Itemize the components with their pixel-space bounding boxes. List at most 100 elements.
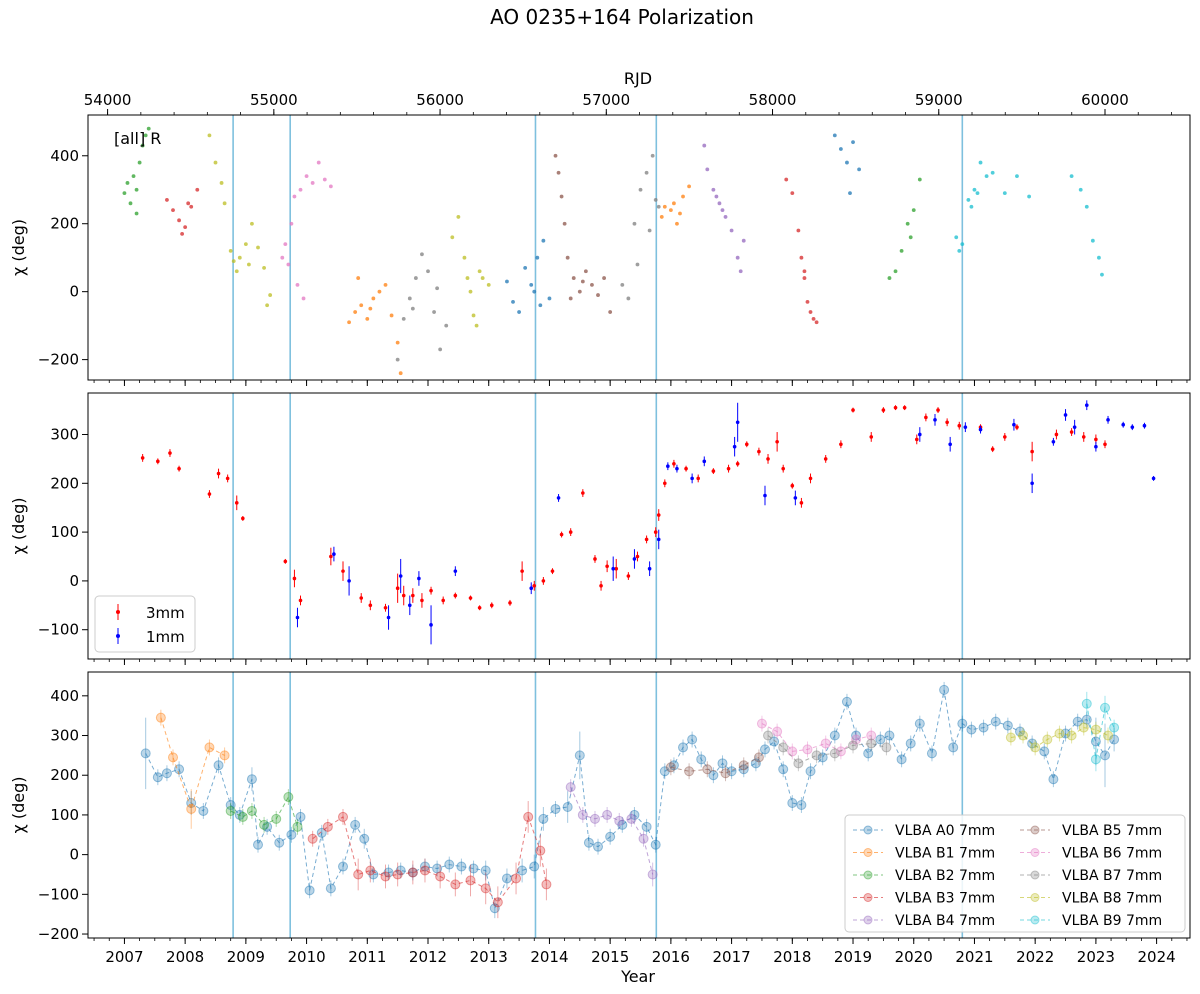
1mm-point — [1063, 413, 1068, 417]
r-band-point — [186, 201, 191, 206]
VLBA A0 7mm-point — [805, 766, 816, 777]
3mm-point — [696, 476, 700, 481]
VLBA A0 7mm-point — [914, 718, 925, 729]
3mm-point — [395, 586, 400, 591]
r-band-point — [556, 170, 561, 175]
panels-group: −200 0 200 400 χ (deg) [all] R −100 0 100 200 300 χ… — [9, 91, 1191, 966]
y-tick-label: 0 — [69, 846, 79, 864]
VLBA A0 7mm-point — [161, 768, 172, 779]
3mm-point — [790, 483, 795, 488]
3mm-point — [568, 530, 573, 534]
VLBA B1 7mm-point — [155, 712, 166, 723]
VLBA A0 7mm-point — [1048, 774, 1059, 785]
x-axis-label: Year — [620, 967, 655, 986]
rjd-tick-label: 60000 — [1081, 91, 1129, 109]
r-band-point — [283, 242, 288, 247]
r-band-point — [681, 194, 685, 199]
VLBA B3 7mm-point — [338, 811, 349, 822]
3mm-point — [945, 420, 949, 425]
r-band-point — [292, 194, 297, 199]
VLBA A0 7mm-point — [407, 867, 418, 878]
VLBA A0 7mm-point — [246, 774, 257, 785]
VLBA B4 7mm-point — [565, 782, 576, 793]
VLBA A0 7mm-point — [1099, 750, 1110, 761]
r-band-point — [480, 276, 485, 280]
x-tick-label: 2019 — [834, 948, 872, 966]
r-band-point — [632, 221, 637, 226]
r-band-point — [322, 177, 327, 182]
x-tick-label: 2013 — [470, 948, 508, 966]
legend-label: VLBA B4 7mm — [895, 913, 995, 929]
3mm-point — [775, 440, 779, 444]
y-tick-label: 0 — [69, 572, 79, 590]
VLBA B1 7mm-point — [204, 742, 215, 753]
VLBA B7 7mm-point — [793, 758, 804, 769]
y-tick-label: −100 — [38, 885, 79, 903]
legend-label: 3mm — [146, 604, 185, 622]
VLBA A0 7mm-point — [696, 754, 707, 765]
VLBA A0 7mm-point — [468, 863, 479, 874]
VLBA A0 7mm-point — [350, 819, 361, 830]
panel-2-marks — [140, 393, 1156, 659]
r-band-point — [1100, 272, 1104, 277]
VLBA A0 7mm-point — [769, 736, 780, 747]
y-tick-label: −200 — [38, 925, 79, 943]
legend-label: VLBA B9 7mm — [1062, 913, 1162, 929]
1mm-point — [1030, 481, 1034, 486]
r-band-point — [234, 269, 239, 274]
r-band-point — [304, 174, 309, 179]
3mm-point — [726, 466, 731, 471]
3mm-point — [653, 530, 658, 534]
1mm-point — [347, 579, 351, 583]
r-band-point — [165, 198, 169, 202]
r-band-point — [183, 225, 188, 230]
3mm-point — [766, 457, 770, 461]
VLBA B3 7mm-point — [419, 865, 430, 876]
1mm-point — [611, 566, 615, 571]
r-band-point — [395, 340, 400, 345]
3mm-point — [156, 459, 160, 464]
legend-marker-dot — [116, 610, 120, 614]
3mm-point — [851, 408, 855, 412]
r-band-point — [407, 296, 412, 301]
legend-label: VLBA B3 7mm — [895, 891, 995, 907]
r-band-point — [128, 201, 133, 206]
VLBA A0 7mm-point — [1081, 714, 1092, 725]
r-band-point — [389, 313, 394, 318]
3mm-point — [508, 601, 512, 605]
3mm-point — [168, 451, 172, 455]
3mm-point — [411, 593, 415, 598]
r-band-point — [243, 242, 248, 247]
panel-3-marks — [140, 672, 1120, 938]
VLBA A0 7mm-point — [186, 798, 197, 809]
r-band-point — [705, 167, 710, 172]
r-band-point — [137, 160, 142, 165]
VLBA B7 7mm-point — [811, 750, 822, 761]
1mm-point — [702, 459, 707, 464]
VLBA B4 7mm-point — [602, 809, 613, 820]
1mm-point — [1151, 476, 1156, 481]
1mm-point — [656, 537, 661, 542]
3mm-point — [893, 405, 898, 410]
3mm-point — [656, 513, 661, 517]
r-band-point — [672, 201, 676, 206]
VLBA A0 7mm-point — [726, 766, 737, 777]
3mm-point — [581, 491, 585, 495]
r-band-point — [954, 235, 959, 240]
legend-marker — [1030, 848, 1040, 857]
3mm-point — [1069, 430, 1074, 434]
r-band-point — [845, 160, 849, 165]
VLBA A0 7mm-point — [957, 718, 968, 729]
1mm-point — [666, 464, 670, 469]
VLBA B4 7mm-point — [614, 815, 625, 826]
1mm-point — [1106, 418, 1110, 422]
1mm-point — [417, 576, 421, 581]
VLBA A0 7mm-point — [286, 829, 297, 840]
VLBA B8 7mm-point — [1018, 730, 1029, 741]
VLBA B2 7mm-point — [283, 792, 294, 803]
VLBA B2 7mm-line — [230, 795, 298, 827]
r-band-point — [295, 282, 300, 287]
VLBA B3 7mm-point — [541, 879, 552, 890]
top-axis-label: RJD — [624, 69, 652, 88]
